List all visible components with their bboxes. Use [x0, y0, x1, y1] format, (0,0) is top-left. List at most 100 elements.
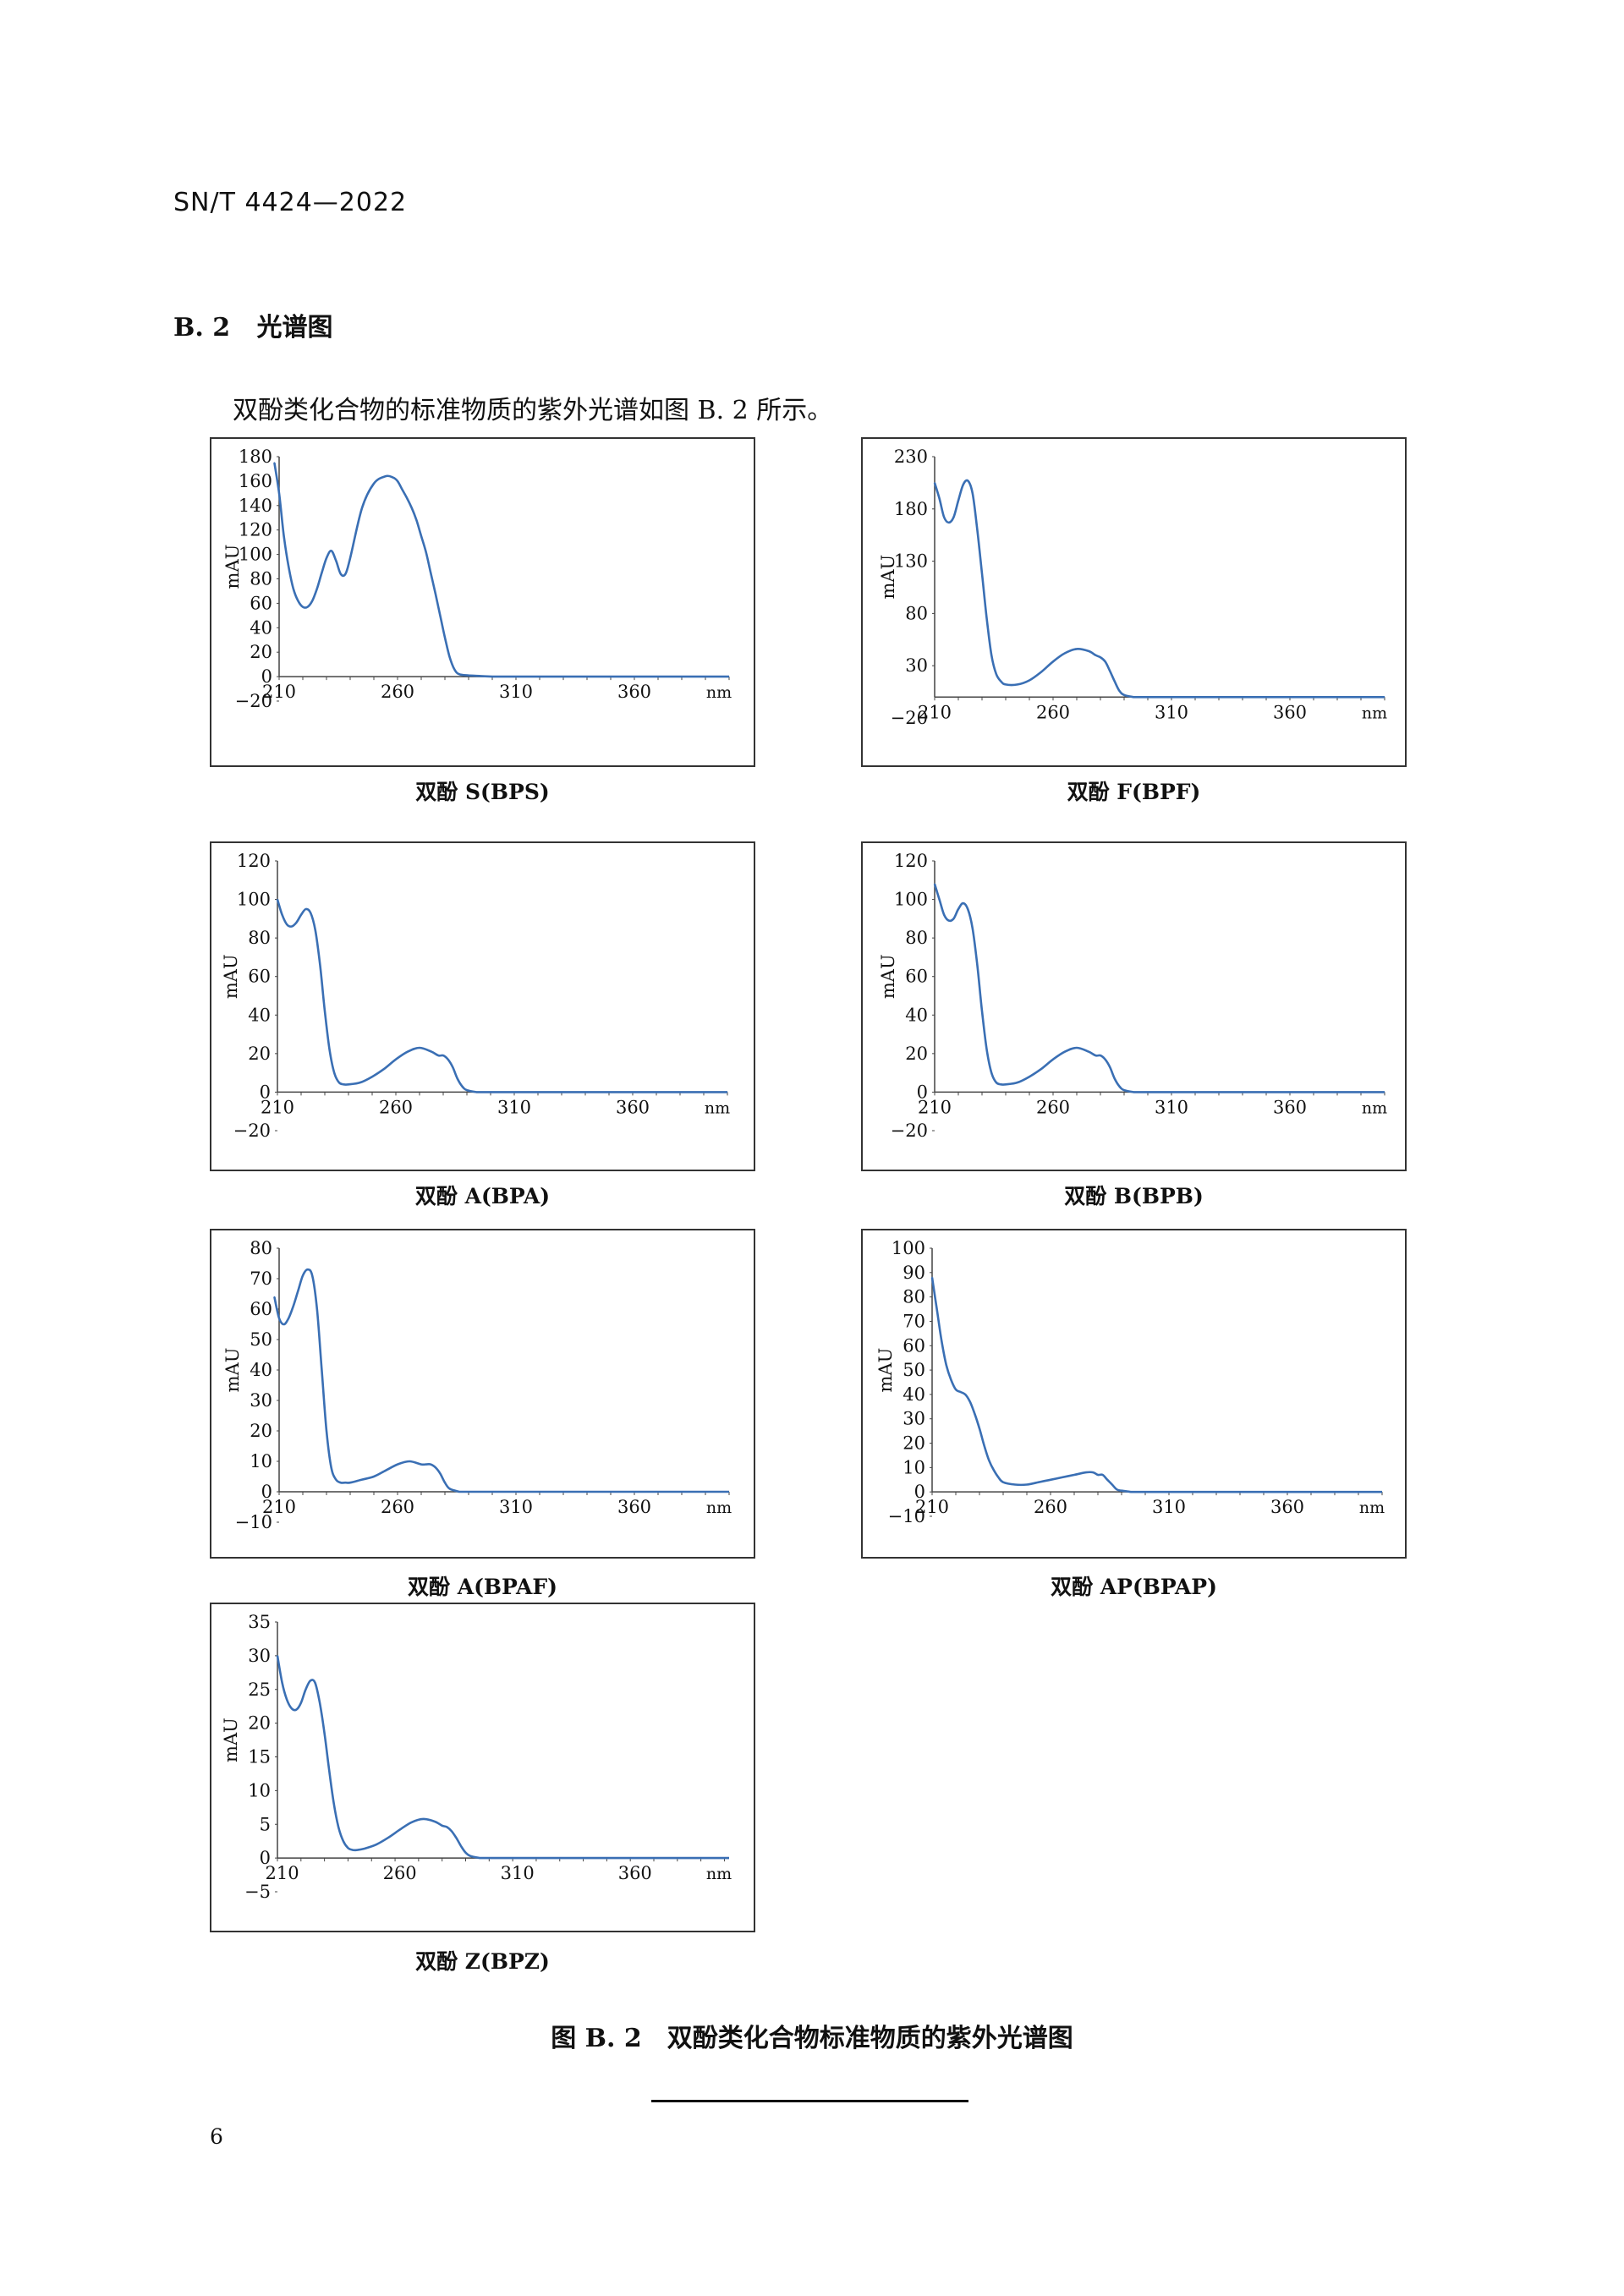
data-point: [304, 1689, 307, 1690]
data-point: [1073, 1474, 1075, 1476]
data-point: [1026, 1483, 1028, 1486]
data-point: [469, 1855, 471, 1857]
data-point: [1101, 1474, 1104, 1476]
data-point: [344, 1482, 347, 1483]
data-point: [996, 673, 997, 675]
y-tick-label: −5: [244, 1882, 271, 1902]
y-tick-label: 100: [237, 890, 271, 910]
spectrum-line: [930, 1277, 1382, 1493]
data-point: [441, 1825, 443, 1827]
data-point: [395, 1058, 397, 1060]
data-point: [1076, 1047, 1078, 1049]
data-point: [475, 1091, 477, 1093]
y-tick-label: 30: [905, 655, 928, 676]
data-point: [943, 914, 945, 916]
data-point: [311, 600, 313, 602]
x-unit-label: nm: [1362, 1099, 1387, 1117]
data-point: [281, 914, 283, 916]
y-tick-label: 130: [894, 551, 928, 572]
data-point: [990, 655, 992, 656]
y-tick-label: 10: [903, 1457, 925, 1477]
data-point: [1104, 1058, 1106, 1060]
x-tick-label: 360: [616, 1097, 650, 1117]
y-tick-label: −10: [235, 1512, 272, 1532]
data-point: [430, 572, 432, 574]
data-point: [948, 919, 950, 922]
data-point: [957, 908, 959, 910]
data-point: [1014, 1483, 1016, 1486]
x-tick-label: 360: [617, 682, 651, 702]
x-tick-label: 210: [918, 702, 952, 722]
y-tick-label: 35: [248, 1612, 271, 1632]
x-tick-label: 210: [266, 1863, 299, 1883]
data-point: [333, 1071, 335, 1074]
data-point: [1000, 1083, 1002, 1086]
y-tick-label: 120: [237, 851, 271, 871]
data-point: [952, 918, 955, 920]
spectrum-line: [273, 1268, 729, 1493]
y-axis-label: mAU: [222, 545, 243, 589]
data-point: [383, 1068, 385, 1070]
data-point: [330, 1466, 332, 1468]
data-point: [434, 1821, 436, 1822]
x-unit-label: nm: [706, 683, 732, 702]
data-point: [387, 1837, 389, 1838]
y-tick-label: −20: [891, 708, 928, 728]
data-point: [425, 1463, 427, 1466]
data-point: [959, 1391, 962, 1393]
data-point: [1088, 650, 1089, 652]
data-point: [983, 1444, 985, 1447]
data-point: [385, 1470, 387, 1471]
y-tick-label: 100: [894, 890, 928, 910]
y-tick-label: 25: [248, 1680, 271, 1700]
data-point: [451, 1830, 453, 1832]
data-point: [335, 560, 337, 562]
y-tick-label: 5: [260, 1814, 271, 1834]
data-point: [1040, 671, 1042, 673]
data-point: [385, 475, 387, 477]
data-point: [435, 1466, 436, 1468]
data-point: [974, 1413, 976, 1415]
data-point: [934, 482, 935, 484]
data-point: [1123, 1089, 1125, 1091]
y-tick-label: 20: [250, 1421, 272, 1441]
y-tick-label: 140: [239, 496, 272, 516]
data-point: [310, 1680, 311, 1682]
y-tick-label: −20: [891, 1121, 928, 1141]
data-point: [943, 516, 945, 518]
spectrum-chart: −5 0 5 10 15 20 25 30 35 210 260 310 360 nm mAU: [221, 1612, 732, 1902]
data-point: [410, 1822, 413, 1823]
section-heading: B. 2 光谱图: [173, 306, 332, 343]
spectrum-panel: −20 0 20 40 60 80 100 120 210 260 310 360 nm mAU: [861, 841, 1407, 1171]
y-tick-label: 40: [250, 1360, 272, 1380]
data-point: [293, 1305, 294, 1307]
data-point: [938, 898, 941, 901]
y-tick-label: 30: [250, 1390, 272, 1411]
data-point: [397, 1463, 398, 1466]
spectrum-caption: 双酚 F(BPF): [1067, 780, 1201, 804]
data-point: [343, 1083, 345, 1086]
section-number: B. 2: [173, 313, 231, 342]
spectrum-chart: −20 0 20 40 60 80 100 120 210 260 310 360 nm mAU: [221, 851, 730, 1141]
y-tick-label: 90: [903, 1263, 925, 1283]
data-point: [1133, 696, 1134, 699]
figure-caption: 图 B. 2 双酚类化合物标准物质的紫外光谱图: [551, 2024, 1073, 2053]
data-point: [311, 1274, 313, 1277]
data-point: [1029, 679, 1030, 682]
data-point: [934, 883, 935, 885]
data-point: [348, 1083, 349, 1086]
data-point: [425, 551, 427, 553]
data-point: [277, 1655, 278, 1657]
data-point: [411, 507, 413, 509]
data-point: [1092, 1471, 1095, 1473]
y-tick-label: 80: [905, 928, 928, 948]
data-point: [1029, 1076, 1030, 1077]
data-point: [291, 925, 293, 928]
y-tick-label: 10: [250, 1451, 272, 1471]
y-tick-label: 70: [903, 1311, 925, 1331]
data-point: [969, 1400, 971, 1403]
data-point: [464, 1851, 467, 1854]
y-axis-label: mAU: [878, 954, 898, 999]
data-point: [1123, 694, 1125, 696]
data-point: [967, 908, 968, 910]
